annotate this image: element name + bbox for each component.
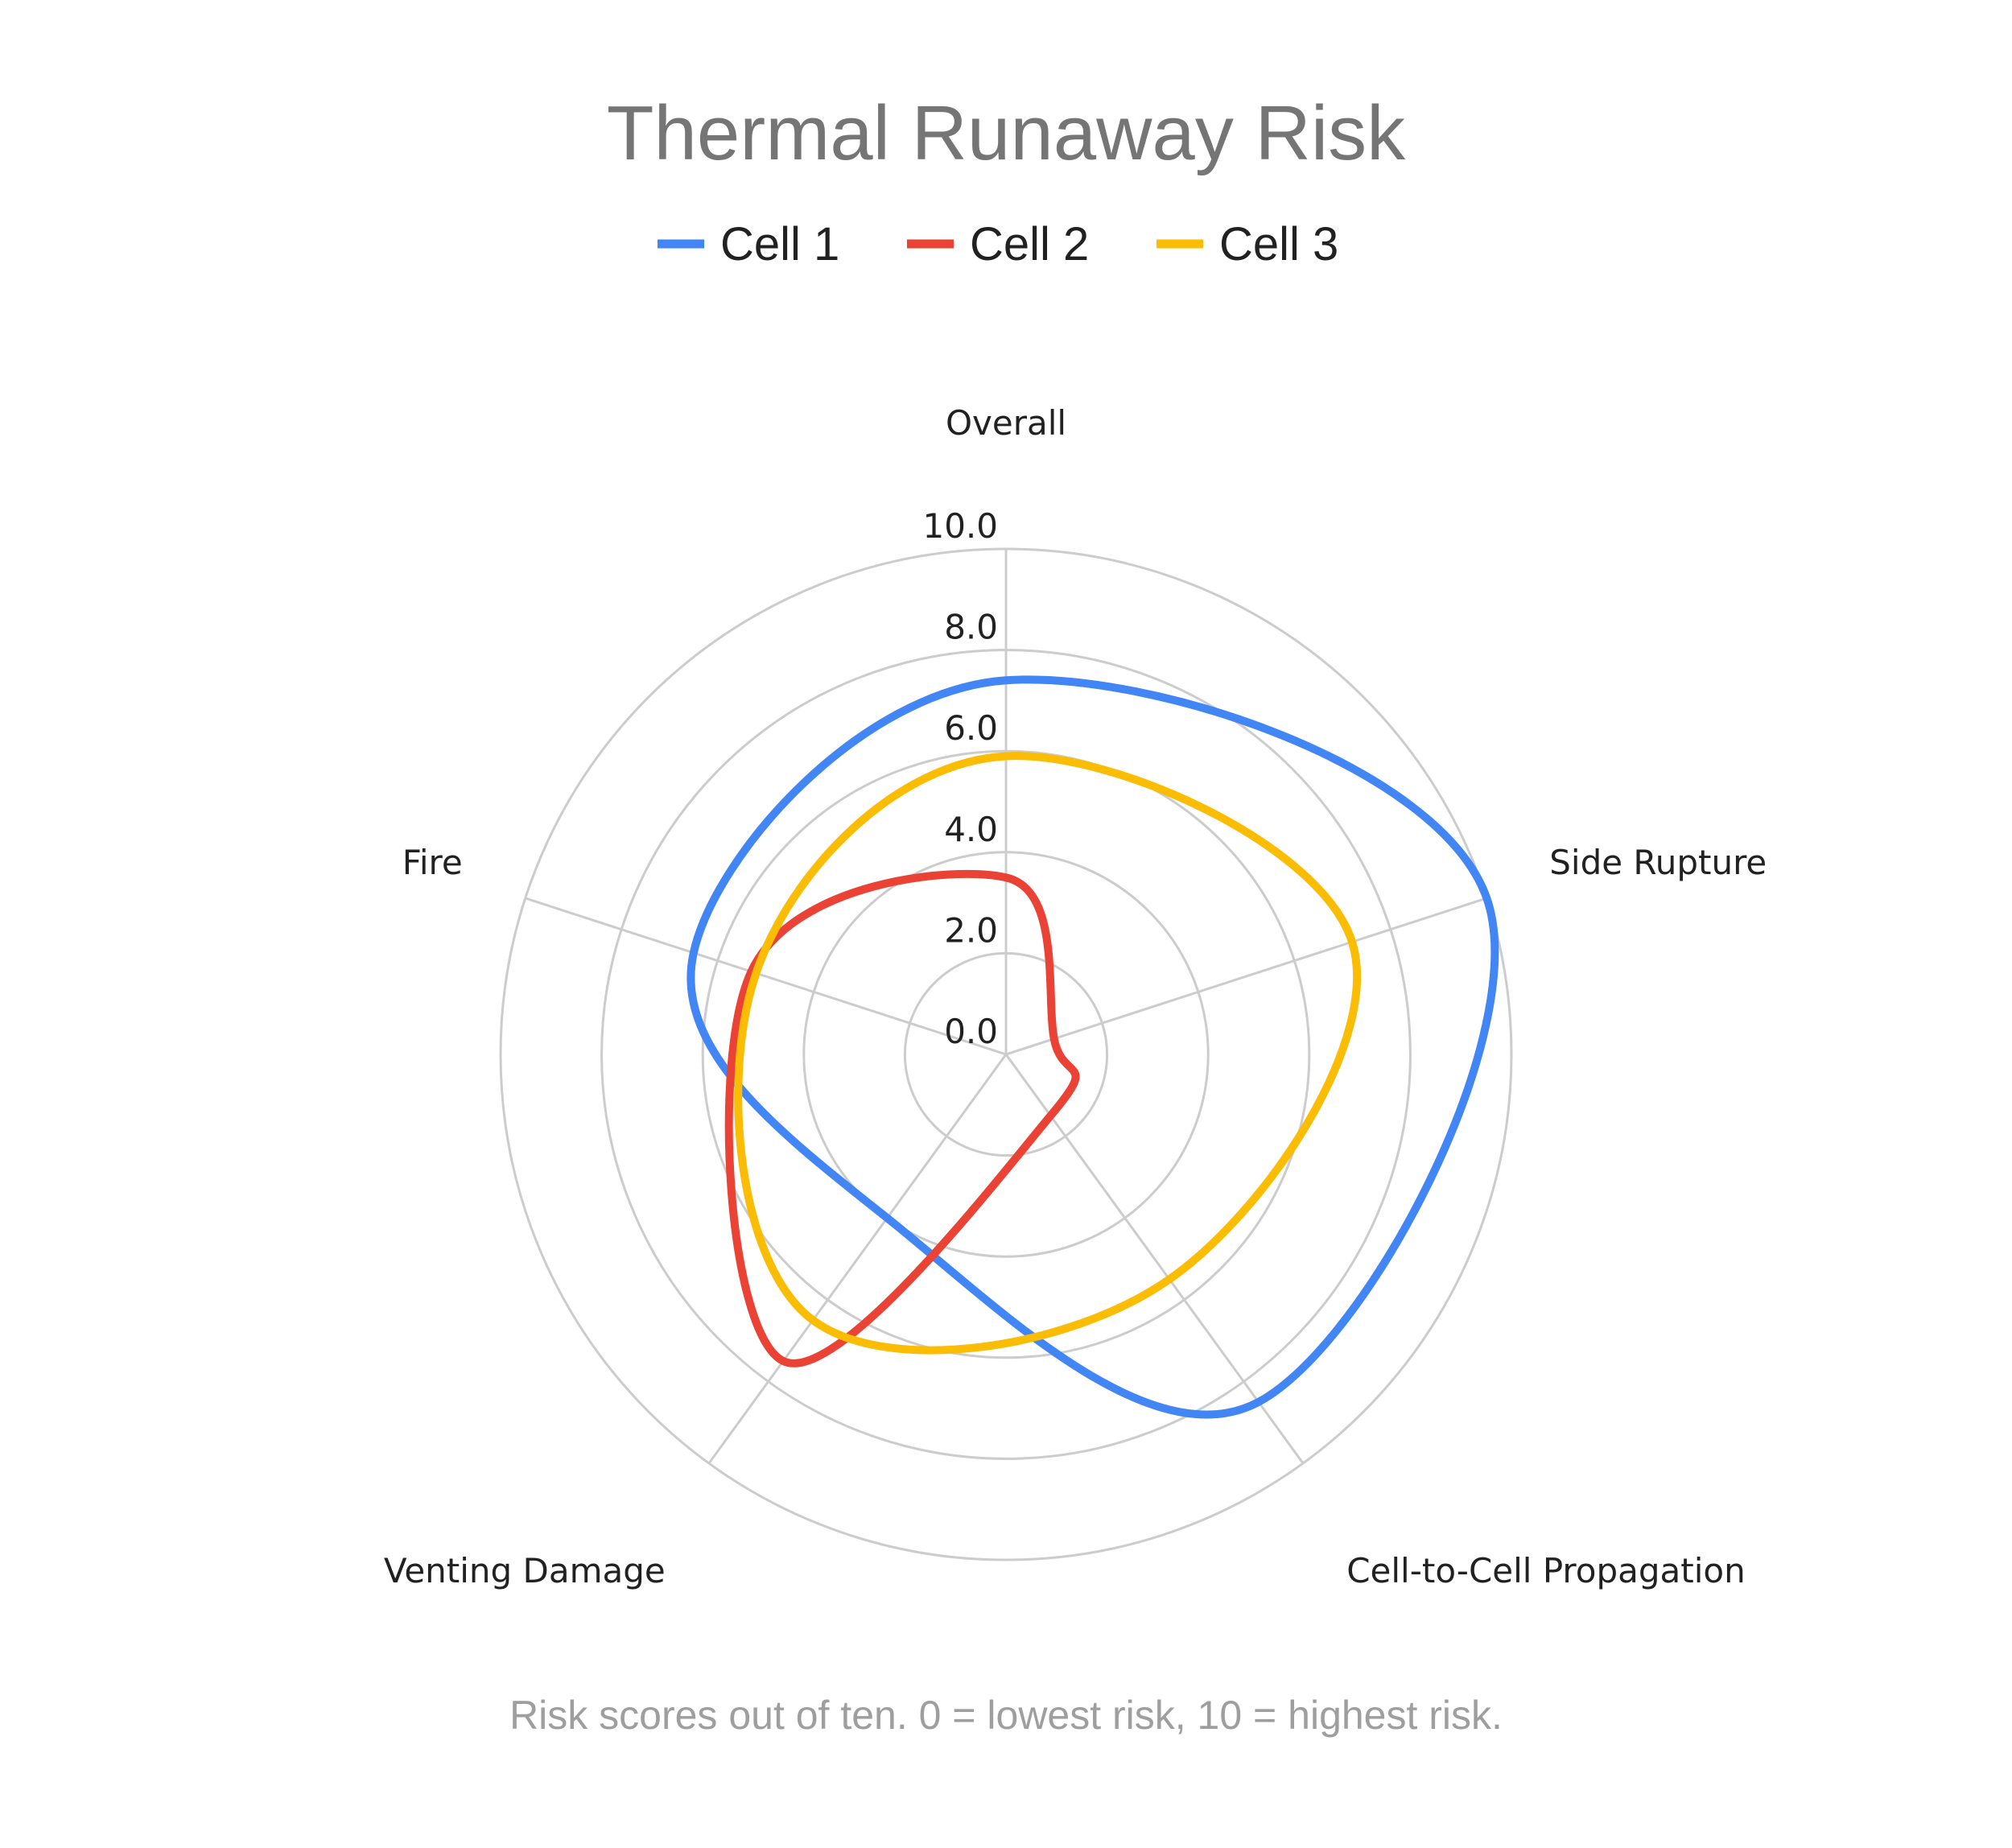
legend-label-cell-2: Cell 2: [970, 218, 1089, 270]
tick-label-0: 0.0: [944, 1012, 998, 1051]
axis-spoke-1: [1005, 897, 1487, 1056]
axis-spoke-4: [525, 897, 1007, 1056]
tick-label-2: 4.0: [944, 810, 998, 849]
axis-labels: Overall Side Rupture Cell-to-Cell Propagat…: [384, 403, 1767, 1590]
category-label-0: Overall: [946, 403, 1066, 443]
category-label-3: Venting Damage: [384, 1551, 666, 1590]
chart-footnote: Risk scores out of ten. 0 = lowest risk,…: [509, 1693, 1503, 1738]
tick-label-3: 6.0: [944, 708, 998, 748]
category-label-4: Fire: [402, 843, 463, 882]
axis-spoke-3: [707, 1054, 1008, 1464]
category-label-2: Cell-to-Cell Propagation: [1346, 1551, 1746, 1590]
legend-label-cell-1: Cell 1: [720, 218, 839, 270]
tick-labels: 0.0 2.0 4.0 6.0 8.0 10.0: [922, 506, 998, 1051]
legend: Cell 1 Cell 2 Cell 3: [658, 218, 1338, 270]
series-line-cell-2: [724, 869, 1080, 1367]
tick-label-1: 2.0: [944, 910, 998, 950]
category-label-1: Side Rupture: [1549, 843, 1767, 882]
radar-grid: [499, 547, 1513, 1561]
series-line-cell-3: [734, 752, 1361, 1355]
tick-label-5: 10.0: [922, 506, 998, 546]
series-layer: [686, 675, 1499, 1419]
axis-spoke-2: [1004, 1054, 1305, 1464]
chart-title: Thermal Runaway Risk: [607, 90, 1406, 176]
tick-label-4: 8.0: [944, 608, 998, 647]
series-line-cell-1: [686, 675, 1499, 1419]
legend-label-cell-3: Cell 3: [1219, 218, 1338, 270]
